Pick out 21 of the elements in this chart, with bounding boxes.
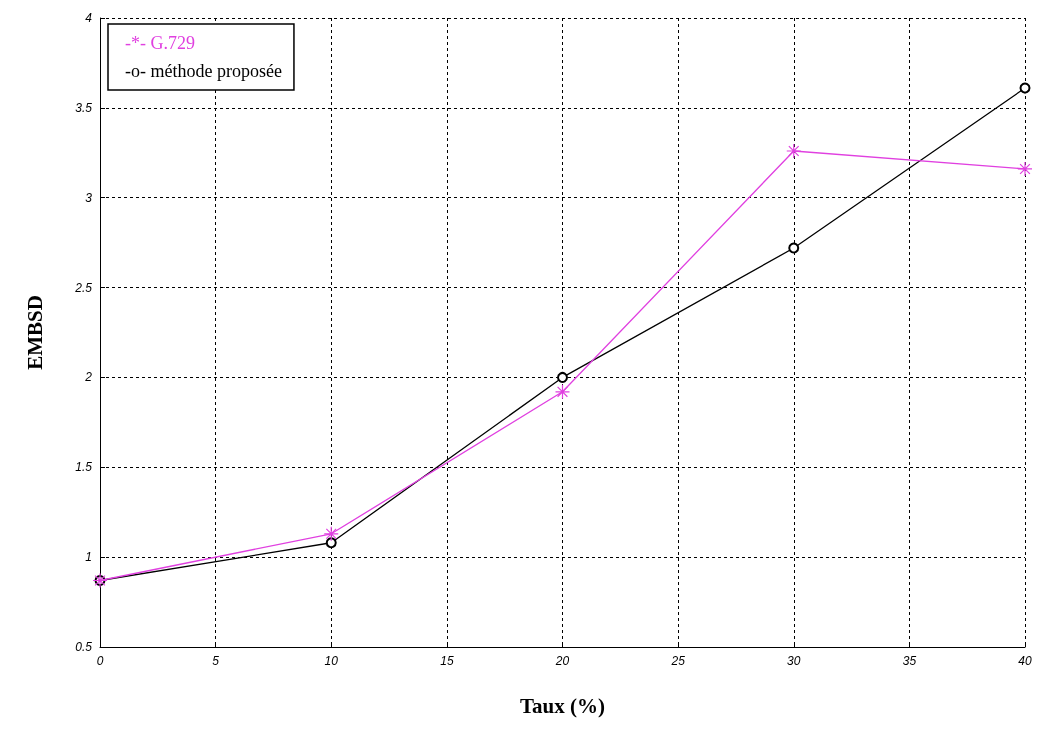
y-tick-label: 0.5 xyxy=(75,640,93,654)
x-tick-label: 30 xyxy=(787,654,801,668)
y-tick-label: 1 xyxy=(85,550,92,565)
x-axis-title: Taux (%) xyxy=(520,693,605,718)
y-tick-label: 2 xyxy=(84,370,93,385)
x-tick-label: 0 xyxy=(96,654,104,668)
x-tick-label: 5 xyxy=(212,654,220,668)
x-tick-label: 40 xyxy=(1018,654,1032,668)
text: -o- méthode proposée xyxy=(125,61,282,81)
x-tick-label: 35 xyxy=(902,654,917,668)
x-tick-label: 15 xyxy=(440,654,454,668)
y-tick-label: 4 xyxy=(85,11,93,25)
y-axis-title: EMBSD xyxy=(22,295,47,370)
y-tick-label: 3 xyxy=(85,190,93,205)
y-tick-label: 2.5 xyxy=(74,280,93,295)
x-tick-label: 10 xyxy=(324,654,339,668)
x-tick-label: 20 xyxy=(554,654,570,668)
y-tick-label: 3.5 xyxy=(75,100,93,115)
x-tick-label: 25 xyxy=(670,654,686,668)
text: -*- G.729 xyxy=(125,33,195,53)
y-tick-label: 1.5 xyxy=(75,460,93,475)
